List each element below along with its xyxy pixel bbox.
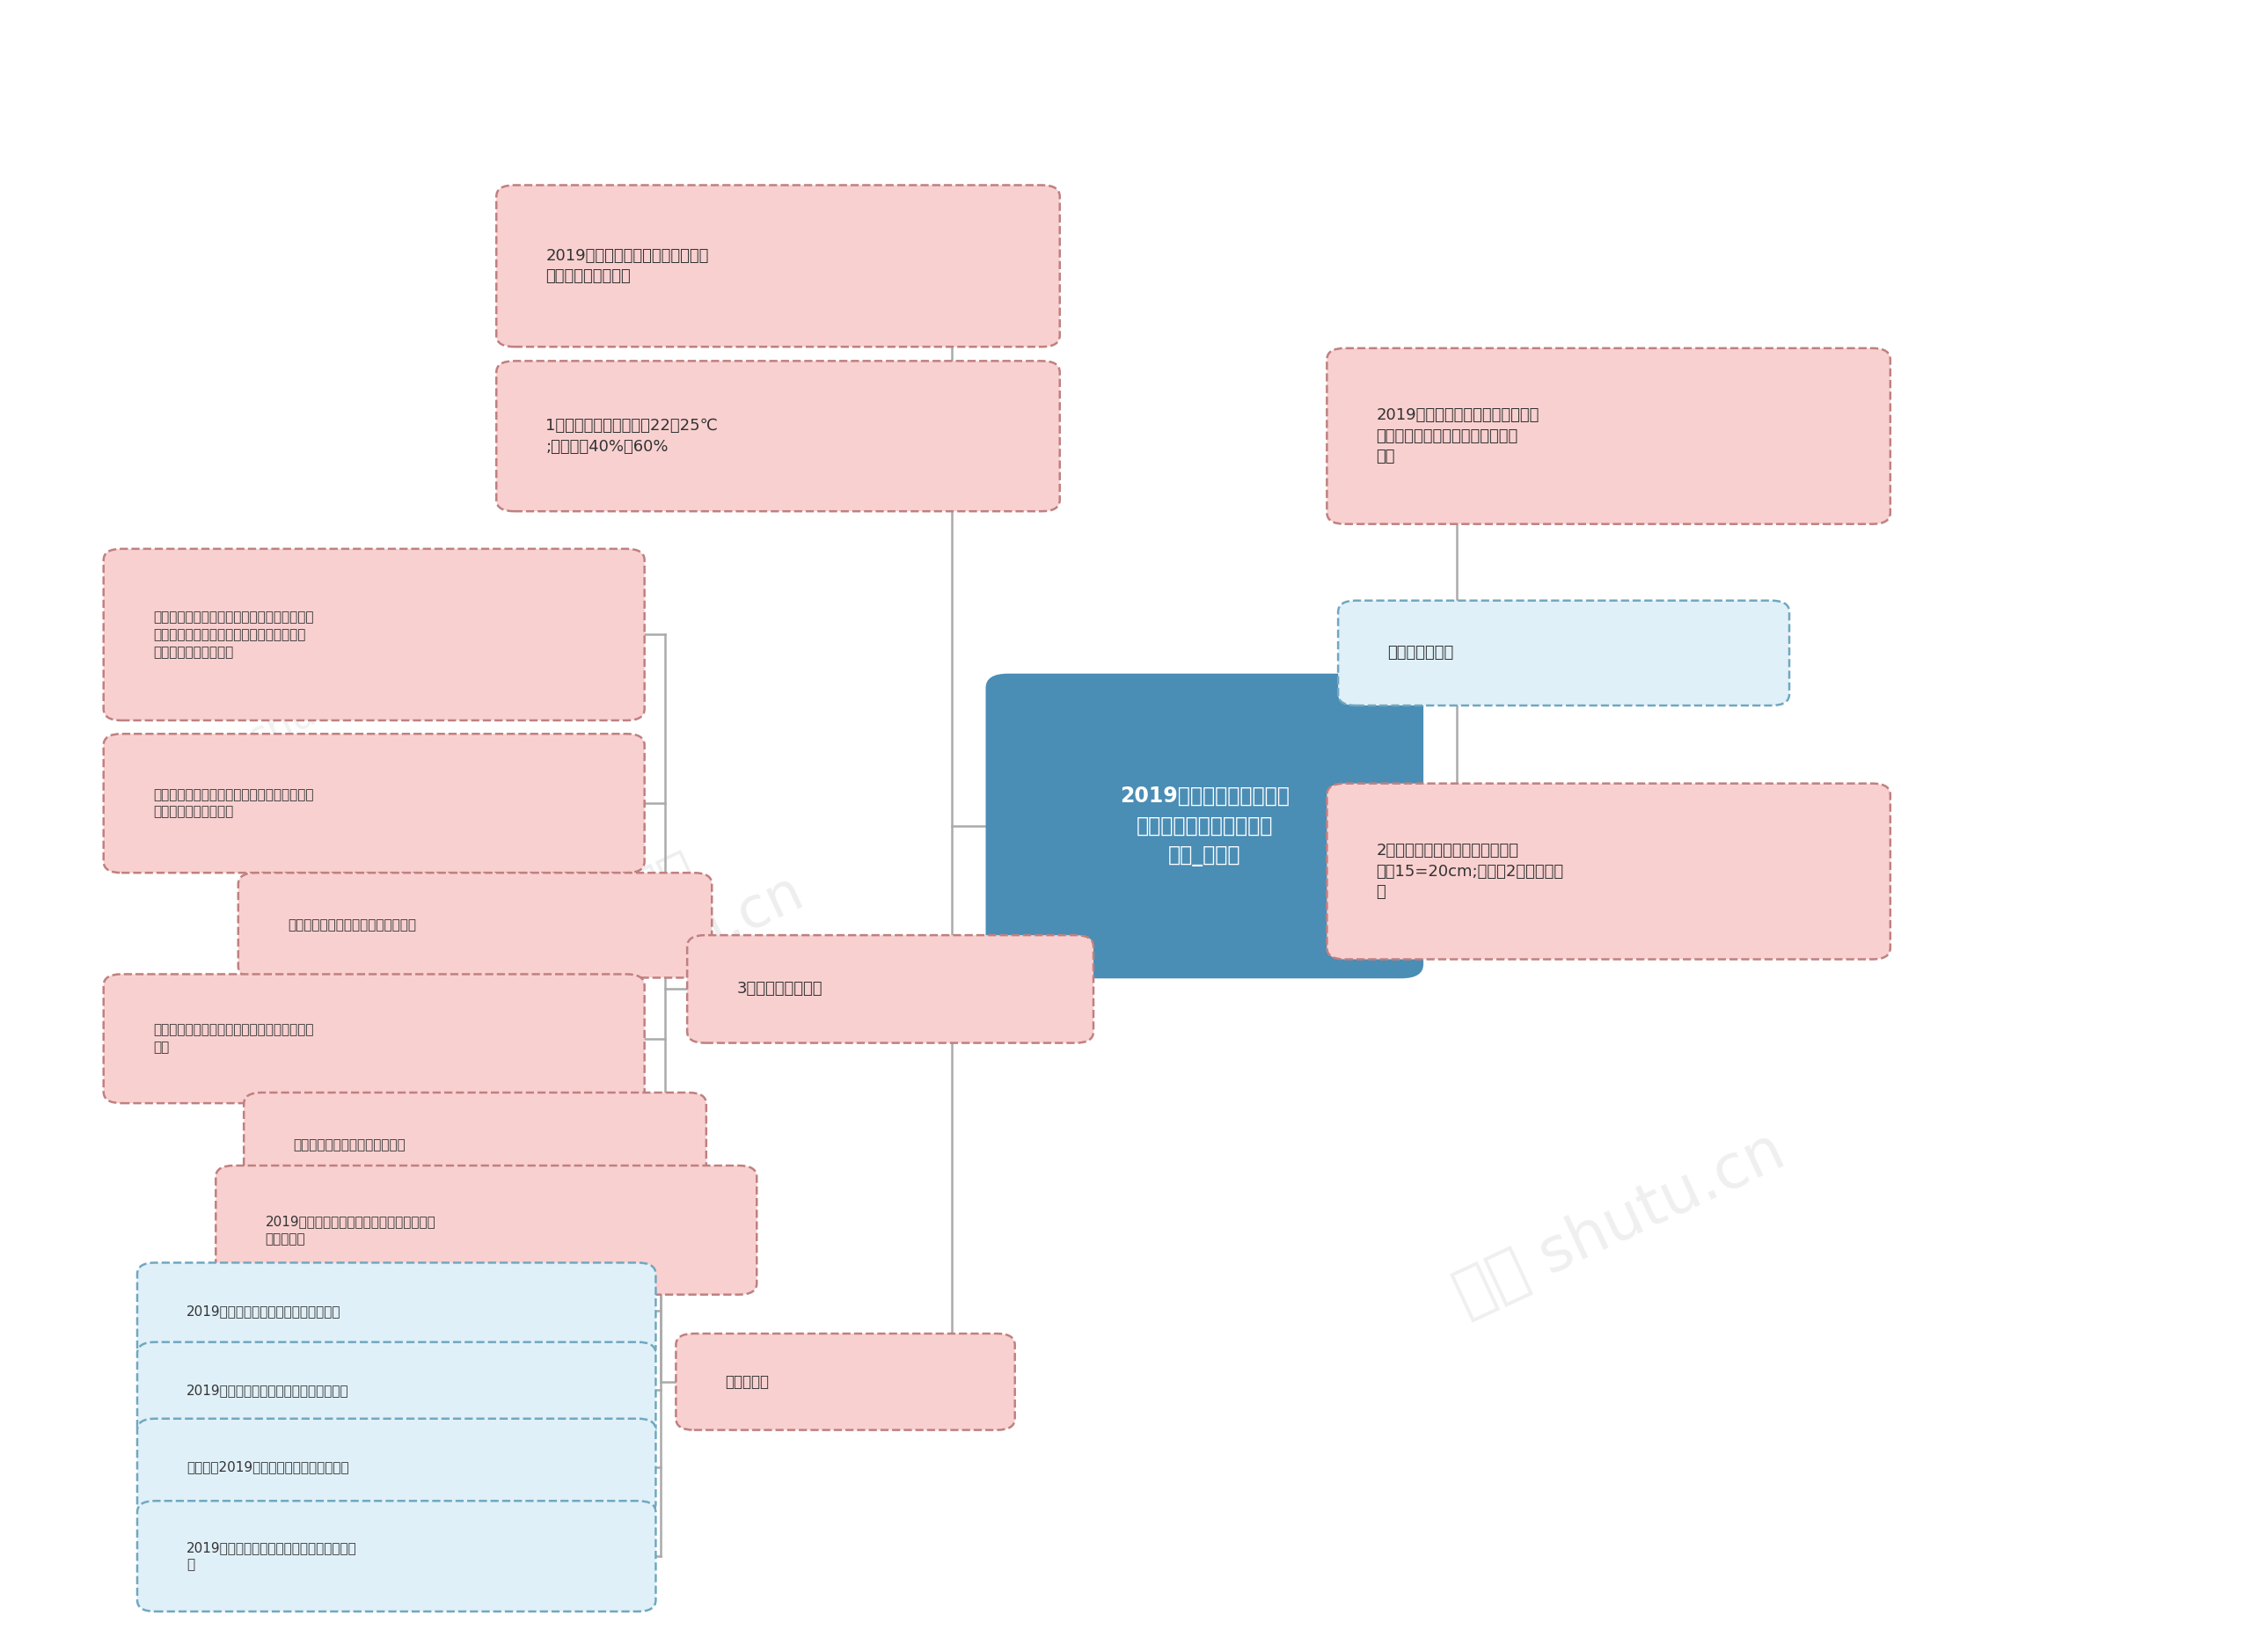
- Text: 2019年护士执业资格考试《临床外
科护理学》知识点汇总（持续更新
中）: 2019年护士执业资格考试《临床外 科护理学》知识点汇总（持续更新 中）: [1376, 408, 1540, 464]
- Text: 2019年护士资格考试报名时间及报名入口: 2019年护士资格考试报名时间及报名入口: [187, 1384, 349, 1398]
- FancyBboxPatch shape: [676, 1333, 1016, 1431]
- FancyBboxPatch shape: [104, 548, 644, 720]
- Text: 树图
shutu.cn: 树图 shutu.cn: [225, 611, 412, 757]
- FancyBboxPatch shape: [495, 185, 1061, 347]
- Text: 2019年护士执业资格考试大纲还会有变化吗
？: 2019年护士执业资格考试大纲还会有变化吗 ？: [187, 1541, 358, 1571]
- Text: 俯卧位：用于脊柱及其他背部手术；: 俯卧位：用于脊柱及其他背部手术；: [288, 919, 417, 932]
- FancyBboxPatch shape: [137, 1341, 655, 1439]
- Text: 侧卧位：适用于胸、腰部和肾手术，半侧卧位
适用于胸腹联合手术；: 侧卧位：适用于胸、腰部和肾手术，半侧卧位 适用于胸腹联合手术；: [153, 788, 313, 819]
- FancyBboxPatch shape: [104, 975, 644, 1104]
- Text: 树图 shutu.cn: 树图 shutu.cn: [1446, 1122, 1795, 1325]
- Text: 2019年护士资格考试章节试题全套汇总（持
续更新中）: 2019年护士资格考试章节试题全套汇总（持 续更新中）: [266, 1214, 435, 1246]
- FancyBboxPatch shape: [216, 1166, 757, 1295]
- FancyBboxPatch shape: [137, 1502, 655, 1611]
- Text: 2019护考《临床外科护理学》知识
点：术室管理和工作: 2019护考《临床外科护理学》知识 点：术室管理和工作: [545, 248, 709, 284]
- Text: 2、手术区皮肤消毒：范围：切口
周围15=20cm;方法：2遍碘伏即可
。: 2、手术区皮肤消毒：范围：切口 周围15=20cm;方法：2遍碘伏即可 。: [1376, 843, 1563, 900]
- Text: 半坐卧位：适用于鼻咽部手术。: 半坐卧位：适用于鼻咽部手术。: [293, 1138, 405, 1151]
- FancyBboxPatch shape: [495, 360, 1061, 510]
- Text: 1、环境：温度应保持在22～25℃
;相对湿度40%～60%: 1、环境：温度应保持在22～25℃ ;相对湿度40%～60%: [545, 418, 718, 454]
- FancyBboxPatch shape: [1326, 349, 1889, 524]
- FancyBboxPatch shape: [137, 1419, 655, 1515]
- Text: 术室管理和工作: 术室管理和工作: [1387, 646, 1455, 661]
- Text: 膀胱截石位：适用于会阴部、尿道和肛门部手
术。: 膀胱截石位：适用于会阴部、尿道和肛门部手 术。: [153, 1023, 313, 1054]
- FancyBboxPatch shape: [1326, 783, 1889, 960]
- FancyBboxPatch shape: [986, 674, 1423, 978]
- FancyBboxPatch shape: [243, 1092, 707, 1198]
- FancyBboxPatch shape: [137, 1262, 655, 1360]
- Text: 仰卧位：最常见，适用于腹部、颜面部、颈部
、骨盆和下肢手术等，乳腺手术侧近床边，
甲状腺手术垂头仰卧位: 仰卧位：最常见，适用于腹部、颜面部、颈部 、骨盆和下肢手术等，乳腺手术侧近床边，…: [153, 611, 313, 659]
- Text: 树图
shutu.cn: 树图 shutu.cn: [543, 806, 811, 1016]
- Text: 2019年护士资格考试报名时间何时公布: 2019年护士资格考试报名时间何时公布: [187, 1305, 340, 1318]
- Text: 新考生：2019年护士资格考试应如何报名: 新考生：2019年护士资格考试应如何报名: [187, 1460, 349, 1474]
- Text: 2019护考《临床外科护理
学》知识点：术室管理和
工作_树图网: 2019护考《临床外科护理 学》知识点：术室管理和 工作_树图网: [1119, 786, 1290, 866]
- FancyBboxPatch shape: [239, 872, 712, 978]
- Text: 考生必备：: 考生必备：: [725, 1374, 770, 1389]
- FancyBboxPatch shape: [1338, 601, 1790, 705]
- FancyBboxPatch shape: [104, 733, 644, 872]
- Text: 3、常用手术体位：: 3、常用手术体位：: [736, 981, 822, 996]
- FancyBboxPatch shape: [687, 935, 1094, 1042]
